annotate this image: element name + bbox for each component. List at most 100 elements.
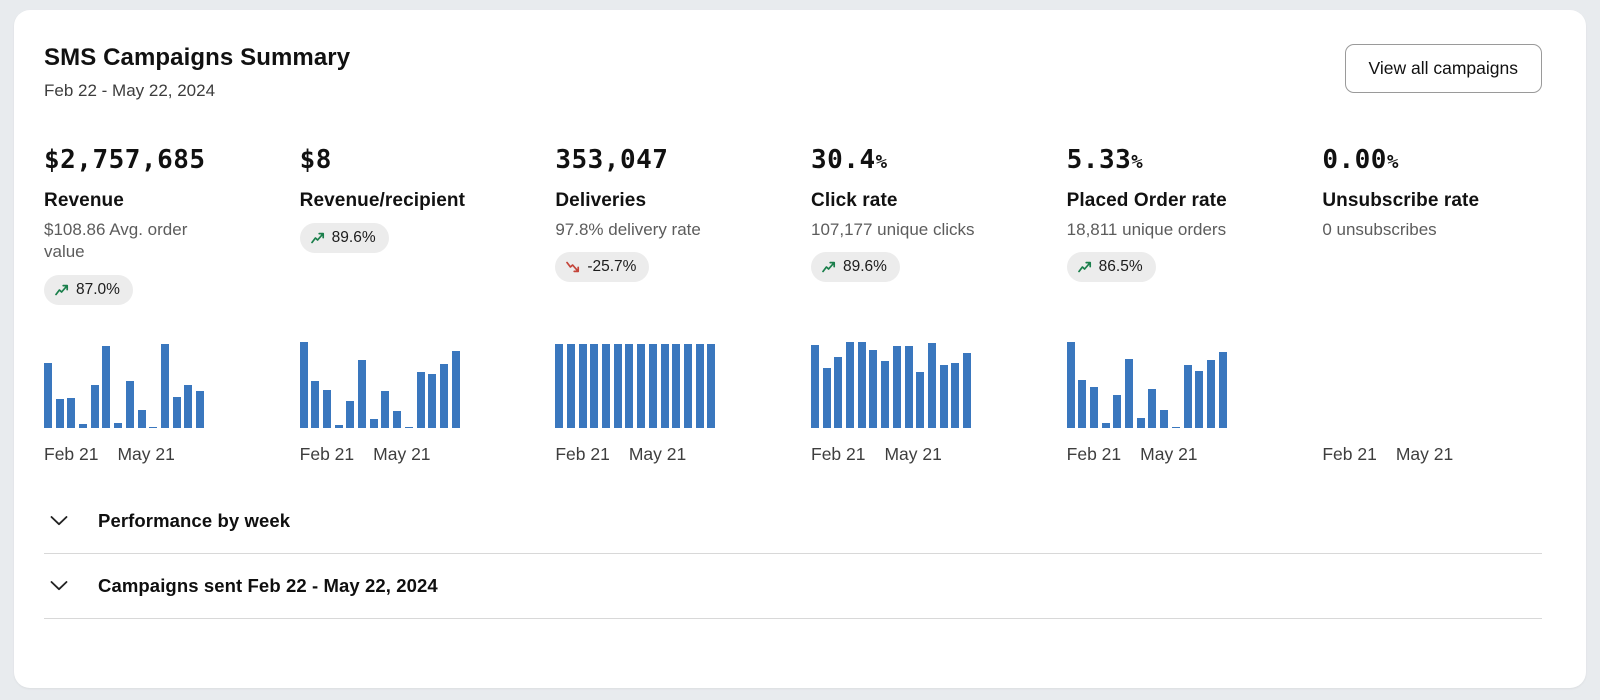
axis-start-label: Feb 21	[1066, 444, 1122, 464]
metric-label: Unsubscribe rate	[1322, 190, 1480, 211]
spark-bar	[160, 344, 169, 428]
section-divider	[44, 553, 1542, 554]
metric-value: 353,047	[555, 145, 669, 175]
change-badge: 89.6%	[299, 223, 389, 253]
spark-bar	[44, 363, 52, 428]
spark-bar	[439, 364, 448, 428]
section-label: Performance by week	[98, 510, 291, 531]
spark-bar	[404, 427, 413, 428]
card-header: SMS Campaigns Summary Feb 22 - May 22, 2…	[44, 44, 1542, 101]
change-badge: -25.7%	[555, 252, 650, 283]
sparkline-chart	[555, 333, 716, 428]
axis-start-label: Feb 21	[44, 444, 99, 464]
spark-bar	[555, 344, 564, 428]
spark-bar	[660, 344, 669, 428]
section-divider	[44, 618, 1542, 619]
sparkline-block: Feb 21 May 21	[44, 333, 264, 465]
sparkline-block: Feb 21 May 21	[555, 333, 775, 465]
change-badge: 87.0%	[44, 274, 133, 305]
spark-bar	[881, 361, 890, 428]
spark-bar	[707, 344, 716, 428]
axis-end-label: May 21	[373, 444, 431, 464]
date-range: Feb 22 - May 22, 2024	[44, 81, 216, 100]
sparkline-chart	[811, 333, 971, 428]
spark-bar	[1090, 387, 1099, 428]
axis-end-label: May 21	[1140, 444, 1198, 464]
sparkline-block: Feb 21 May 21	[1322, 333, 1542, 465]
spark-bar	[1066, 342, 1075, 428]
metric-label: Deliveries	[555, 190, 647, 211]
sms-campaigns-summary-card: SMS Campaigns Summary Feb 22 - May 22, 2…	[14, 10, 1586, 688]
change-value: 87.0%	[76, 280, 120, 298]
metric-revenue-per-recipient: $8 Revenue/recipient 89.6% Feb 21 May 21	[299, 145, 520, 465]
spark-bar	[1125, 359, 1134, 428]
sparkline-chart	[1066, 333, 1227, 428]
spark-bar	[172, 397, 181, 428]
metric-subtext: $108.86 Avg. order value	[44, 220, 188, 262]
spark-bar	[358, 360, 367, 428]
change-value: 89.6%	[843, 258, 887, 276]
spark-bar	[939, 365, 948, 428]
metric-placed-order-rate: 5.33% Placed Order rate 18,811 unique or…	[1066, 145, 1287, 465]
spark-bar	[102, 346, 111, 428]
metric-value: 0.00%	[1322, 145, 1399, 175]
sparkline-block: Feb 21 May 21	[1066, 333, 1287, 465]
spark-bar	[927, 343, 936, 428]
spark-bar	[55, 399, 64, 428]
spark-bar	[90, 385, 99, 428]
chart-axis: Feb 21 May 21	[44, 444, 264, 465]
section-performance-by-week[interactable]: Performance by week	[44, 491, 1542, 551]
spark-bar	[1136, 418, 1145, 428]
sparkline-block: Feb 21 May 21	[811, 333, 1031, 465]
spark-bar	[695, 344, 704, 428]
change-badge: 89.6%	[811, 252, 900, 283]
trend-up-icon	[822, 262, 836, 273]
change-value: 89.6%	[331, 229, 376, 246]
axis-start-label: Feb 21	[1322, 444, 1377, 464]
view-all-campaigns-button[interactable]: View all campaigns	[1344, 44, 1542, 93]
collapsible-sections: Performance by week Campaigns sent Feb 2…	[44, 491, 1542, 619]
spark-bar	[137, 410, 146, 428]
spark-bar	[334, 425, 343, 428]
section-campaigns-sent[interactable]: Campaigns sent Feb 22 - May 22, 2024	[44, 556, 1542, 616]
spark-bar	[114, 423, 123, 428]
spark-bar	[857, 342, 866, 428]
spark-bar	[1195, 371, 1204, 428]
spark-bar	[416, 372, 425, 428]
spark-bar	[1160, 410, 1169, 428]
chevron-down-icon	[50, 516, 68, 526]
metric-subtext: 107,177 unique clicks	[811, 220, 975, 239]
spark-bar	[393, 411, 402, 428]
spark-bar	[346, 401, 355, 428]
spark-bar	[811, 345, 819, 428]
change-badge: 86.5%	[1066, 252, 1156, 283]
spark-bar	[916, 372, 925, 428]
chevron-down-icon	[50, 581, 68, 591]
metric-value: $2,757,685	[44, 145, 206, 175]
spark-bar	[1078, 380, 1087, 428]
spark-bar	[149, 427, 158, 428]
spark-bar	[1183, 365, 1192, 428]
spark-bar	[1218, 352, 1227, 428]
header-text: SMS Campaigns Summary Feb 22 - May 22, 2…	[44, 44, 350, 101]
axis-start-label: Feb 21	[811, 444, 866, 464]
spark-bar	[637, 344, 646, 428]
spark-bar	[648, 344, 657, 428]
spark-bar	[1206, 360, 1215, 428]
chart-axis: Feb 21 May 21	[300, 444, 520, 465]
spark-bar	[195, 391, 204, 428]
spark-bar	[184, 385, 193, 428]
spark-bar	[834, 357, 843, 428]
axis-end-label: May 21	[628, 444, 687, 464]
metric-revenue: $2,757,685 Revenue $108.86 Avg. order va…	[44, 145, 264, 465]
change-value: -25.7%	[587, 258, 637, 276]
spark-bar	[125, 381, 134, 428]
spark-bar	[1171, 427, 1180, 428]
chart-axis: Feb 21 May 21	[811, 444, 1031, 465]
metric-click-rate: 30.4% Click rate 107,177 unique clicks 8…	[811, 145, 1031, 465]
spark-bar	[1113, 395, 1122, 428]
axis-start-label: Feb 21	[299, 444, 355, 464]
metric-value: 5.33%	[1066, 145, 1144, 175]
metric-subtext: 0 unsubscribes	[1322, 220, 1437, 239]
spark-bar	[904, 346, 913, 428]
